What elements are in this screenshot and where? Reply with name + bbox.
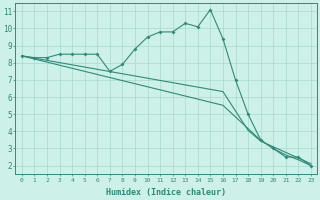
X-axis label: Humidex (Indice chaleur): Humidex (Indice chaleur) [106, 188, 226, 197]
